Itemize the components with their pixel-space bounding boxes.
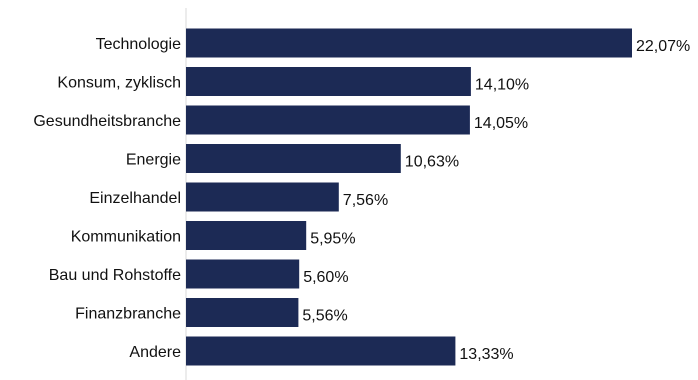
category-label: Konsum, zyklisch [57,75,181,92]
bar-1 [186,67,471,96]
value-label: 7,56% [343,192,388,209]
category-label: Bau und Rohstoffe [49,267,181,284]
bar-7 [186,298,299,327]
value-label: 14,05% [474,115,528,132]
category-label: Technologie [96,36,182,53]
bar-6 [186,259,300,289]
category-label: Andere [129,344,181,361]
bar-5 [186,221,307,250]
bar-0 [186,28,632,58]
value-label: 14,10% [475,77,529,94]
bar-4 [186,182,339,212]
category-labels: Technologie Konsum, zyklisch Gesundheitsbr… [33,36,181,361]
value-label: 5,95% [310,231,355,248]
value-label: 13,33% [459,346,513,363]
bar-2 [186,105,470,135]
bars-group [186,28,632,366]
category-label: Gesundheitsbranche [33,113,181,130]
category-label: Finanzbranche [75,306,181,323]
value-label: 5,56% [302,308,347,325]
category-label: Energie [126,152,181,169]
value-label: 10,63% [405,154,459,171]
category-label: Einzelhandel [89,190,181,207]
value-label: 5,60% [303,269,348,286]
bar-8 [186,336,456,366]
value-label: 22,07% [636,38,690,55]
category-label: Kommunikation [71,229,181,246]
bar-3 [186,144,401,173]
value-labels: 22,07% 14,10% 14,05% 10,63% 7,56% 5,95% 5,60% 5… [302,38,690,363]
